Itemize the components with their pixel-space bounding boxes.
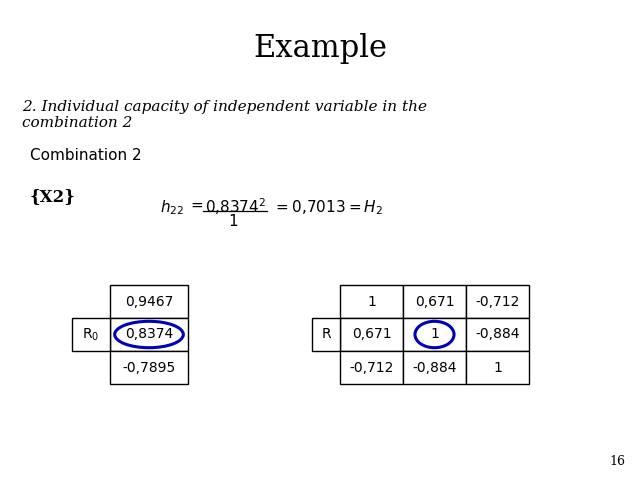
Bar — [466, 285, 529, 318]
Text: =: = — [190, 198, 203, 213]
Bar — [110, 318, 188, 351]
Text: 1: 1 — [367, 295, 376, 309]
Text: -0,7895: -0,7895 — [122, 360, 175, 374]
Text: Combination 2: Combination 2 — [30, 148, 141, 163]
Text: 1: 1 — [228, 214, 238, 229]
Text: 0,8374$^2$: 0,8374$^2$ — [205, 196, 266, 216]
Bar — [340, 318, 403, 351]
Bar — [340, 351, 403, 384]
Bar — [466, 351, 529, 384]
Bar — [403, 285, 466, 318]
Bar — [403, 318, 466, 351]
Bar — [312, 318, 340, 351]
Text: 0,9467: 0,9467 — [125, 295, 173, 309]
Bar — [466, 318, 529, 351]
Bar — [403, 351, 466, 384]
Bar — [340, 285, 403, 318]
Text: -0,884: -0,884 — [476, 327, 520, 341]
Text: 0,8374: 0,8374 — [125, 327, 173, 341]
Bar — [72, 318, 110, 351]
Text: $= 0{,}7013 = H_2$: $= 0{,}7013 = H_2$ — [273, 198, 383, 216]
Text: 1: 1 — [493, 360, 502, 374]
Text: -0,712: -0,712 — [476, 295, 520, 309]
Text: {X2}: {X2} — [30, 188, 76, 205]
Text: -0,884: -0,884 — [412, 360, 457, 374]
Text: Example: Example — [253, 33, 387, 63]
Text: 2. Individual capacity of independent variable in the
combination 2: 2. Individual capacity of independent va… — [22, 100, 427, 130]
Text: 16: 16 — [609, 455, 625, 468]
Bar — [110, 351, 188, 384]
Text: $h_{22}$: $h_{22}$ — [160, 198, 184, 216]
Text: 0,671: 0,671 — [415, 295, 454, 309]
Text: 1: 1 — [430, 327, 439, 341]
Text: R$_0$: R$_0$ — [83, 326, 100, 343]
Text: 0,671: 0,671 — [352, 327, 391, 341]
Bar — [110, 285, 188, 318]
Text: -0,712: -0,712 — [349, 360, 394, 374]
Text: R: R — [321, 327, 331, 341]
